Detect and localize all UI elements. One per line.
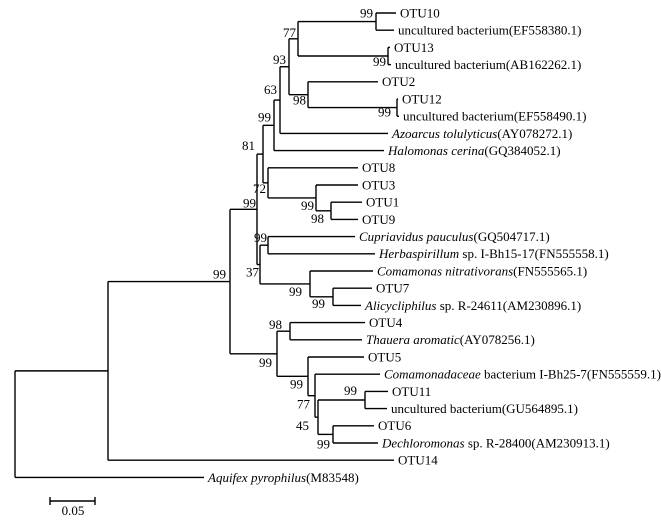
taxon-label: Comamonas nitrativorans(FN555565.1) xyxy=(377,263,587,278)
scale-bar-label: 0.05 xyxy=(62,503,85,518)
bootstrap-value: 99 xyxy=(312,296,325,311)
bootstrap-value: 99 xyxy=(290,376,303,391)
bootstrap-value: 99 xyxy=(378,105,391,120)
taxon-label: Halomonas cerina(GQ384052.1) xyxy=(387,143,561,158)
bootstrap-value: 99 xyxy=(258,109,271,124)
taxon-label: OTU2 xyxy=(382,74,415,89)
bootstrap-value: 99 xyxy=(360,6,373,21)
bootstrap-value: 99 xyxy=(243,195,256,210)
bootstrap-value: 81 xyxy=(242,138,255,153)
taxon-label: OTU12 xyxy=(402,91,442,106)
bootstrap-value: 99 xyxy=(259,355,272,370)
bootstrap-value: 99 xyxy=(373,54,386,69)
taxon-label: Thauera aromatic(AY078256.1) xyxy=(366,332,535,347)
taxon-label: uncultured bacterium(EF558380.1) xyxy=(398,23,581,38)
bootstrap-value: 99 xyxy=(301,198,314,213)
taxon-label: Azoarcus tolulyticus(AY078272.1) xyxy=(391,126,572,141)
bootstrap-value: 98 xyxy=(311,211,324,226)
taxon-label: OTU7 xyxy=(376,281,410,296)
taxon-label: OTU11 xyxy=(392,384,431,399)
bootstrap-value: 77 xyxy=(297,397,311,412)
bootstrap-value: 45 xyxy=(296,418,309,433)
bootstrap-value: 98 xyxy=(269,317,282,332)
taxon-label: Cupriavidus pauculus(GQ504717.1) xyxy=(359,229,550,244)
bootstrap-value: 63 xyxy=(264,82,277,97)
bootstrap-value: 99 xyxy=(317,436,330,451)
bootstrap-value: 99 xyxy=(289,284,302,299)
taxon-label: uncultured bacterium(EF558490.1) xyxy=(403,109,586,124)
taxon-label: OTU13 xyxy=(394,40,434,55)
bootstrap-value: 93 xyxy=(273,52,286,67)
taxon-label: OTU8 xyxy=(362,160,395,175)
bootstrap-value: 98 xyxy=(293,93,306,108)
taxon-label: OTU1 xyxy=(366,195,399,210)
taxon-label: OTU3 xyxy=(362,177,395,192)
bootstrap-value: 37 xyxy=(246,265,260,280)
bootstrap-value: 77 xyxy=(283,25,297,40)
bootstrap-value: 99 xyxy=(254,230,267,245)
taxon-label: Aquifex pyrophilus(M83548) xyxy=(207,470,359,485)
taxon-label: OTU4 xyxy=(369,315,403,330)
taxon-label: Dechloromonas sp. R-28400(AM230913.1) xyxy=(381,435,610,450)
taxon-label: uncultured bacterium(AB162262.1) xyxy=(395,57,581,72)
taxon-label: Herbaspirillum sp. I-Bh15-17(FN555558.1) xyxy=(378,246,609,261)
taxon-label: OTU10 xyxy=(400,5,440,20)
taxon-label: uncultured bacterium(GU564895.1) xyxy=(391,401,578,416)
taxon-label: OTU5 xyxy=(368,349,401,364)
taxon-label: OTU14 xyxy=(398,453,438,468)
taxon-label: OTU6 xyxy=(378,418,412,433)
taxon-label: Alicycliphilus sp. R-24611(AM230896.1) xyxy=(364,298,581,313)
taxon-label: Comamonadaceae bacterium I-Bh25-7(FN5555… xyxy=(384,367,661,382)
taxon-label: OTU9 xyxy=(362,212,395,227)
bootstrap-value: 99 xyxy=(344,383,357,398)
bootstrap-value: 99 xyxy=(213,267,226,282)
bootstrap-value: 72 xyxy=(253,181,266,196)
